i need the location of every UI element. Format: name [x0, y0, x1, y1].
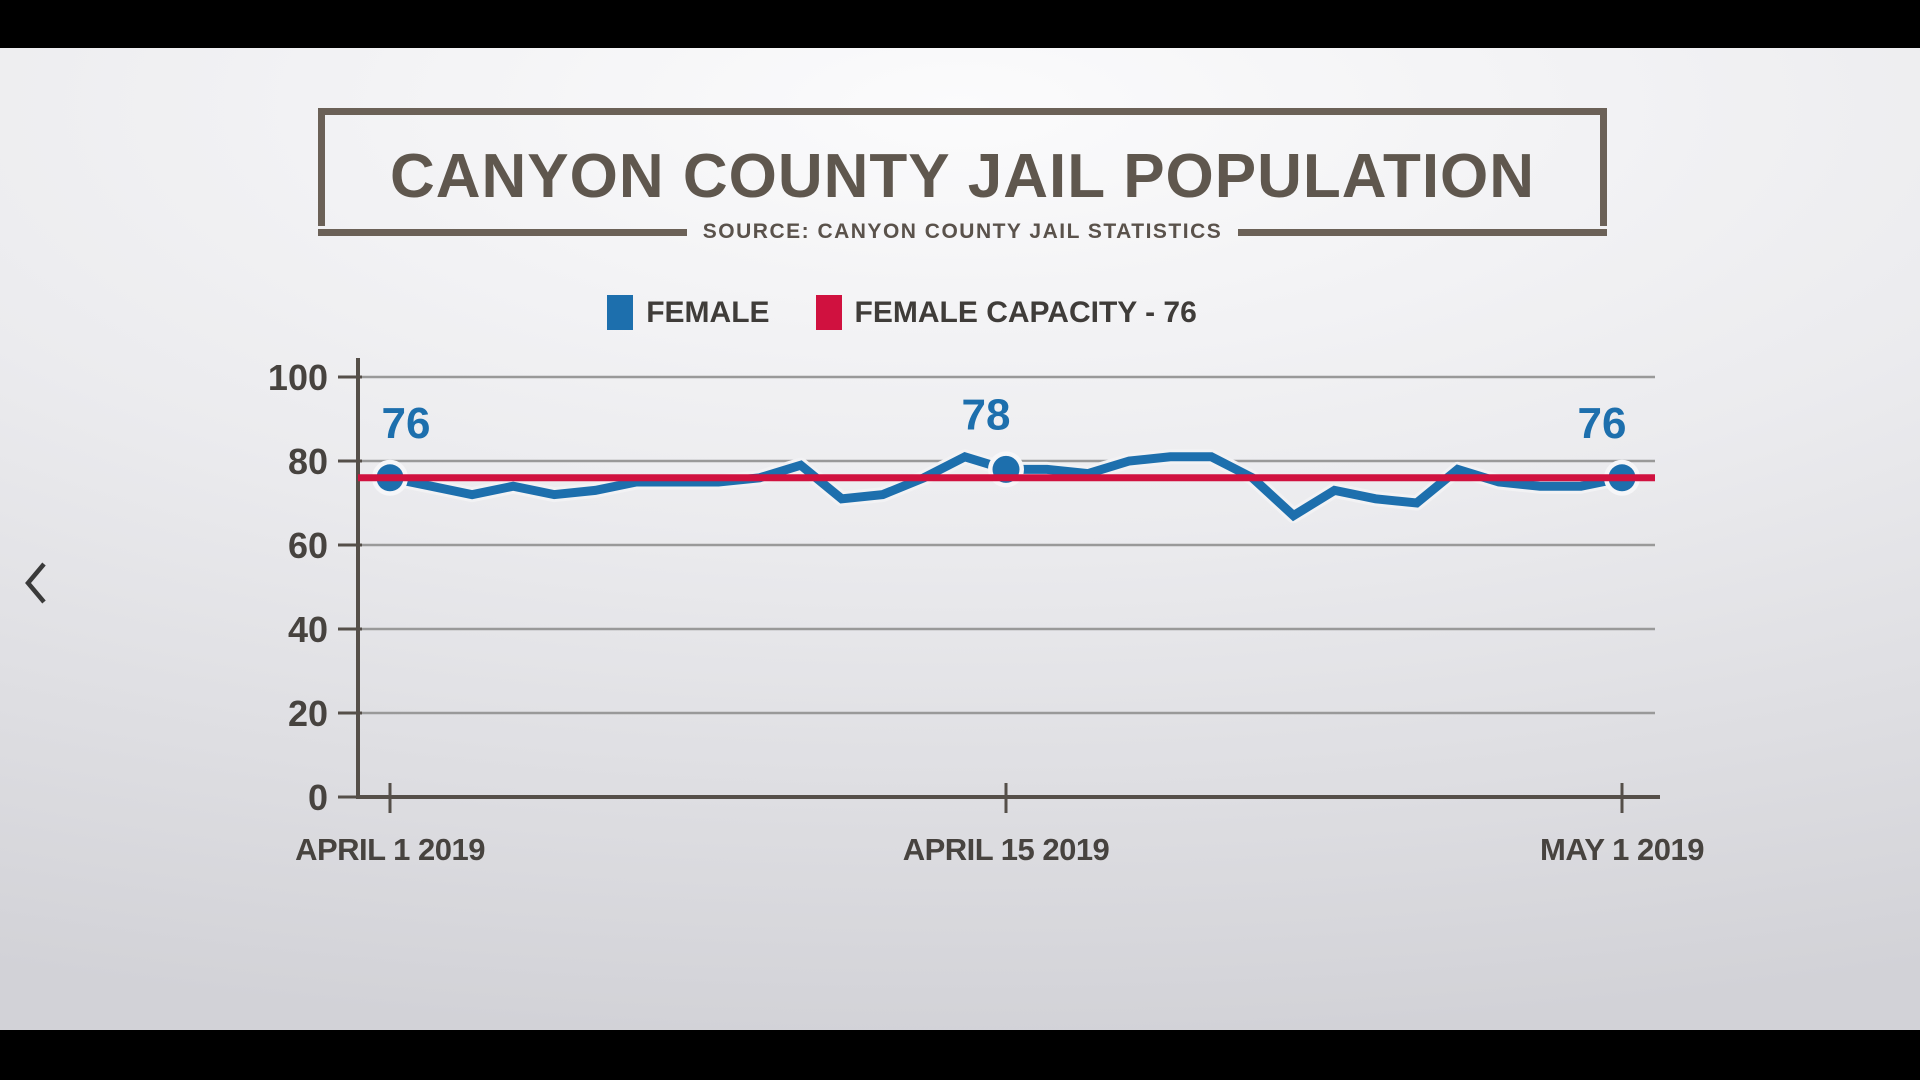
letterbox-bottom-bar [0, 1030, 1920, 1080]
y-tick-label-0: 0 [308, 777, 328, 818]
source-rule-right [1238, 228, 1608, 236]
female-swatch-icon [607, 295, 634, 330]
source-row: SOURCE: CANYON COUNTY JAIL STATISTICS [318, 219, 1608, 245]
x-tick-label-30: MAY 1 2019 [1540, 832, 1704, 867]
data-point-label-15: 78 [962, 390, 1011, 439]
data-point-label-0: 76 [382, 399, 431, 448]
source-rule-left [318, 228, 687, 236]
page-title: CANYON COUNTY JAIL POPULATION [389, 142, 1536, 211]
x-tick-label-0: APRIL 1 2019 [295, 832, 485, 867]
chevron-left-icon [25, 562, 46, 604]
letterbox-top-bar [0, 0, 1920, 48]
y-tick-label-20: 20 [288, 693, 328, 734]
previous-slide-button[interactable] [20, 558, 50, 608]
legend-label-female: FEMALE [646, 295, 770, 329]
legend-item-capacity: FEMALE CAPACITY - 76 [815, 295, 1197, 330]
x-tick-label-15: APRIL 15 2019 [903, 832, 1110, 867]
chart-legend: FEMALE FEMALE CAPACITY - 76 [0, 295, 1862, 330]
legend-label-capacity: FEMALE CAPACITY - 76 [854, 295, 1197, 329]
data-point-label-30: 76 [1578, 399, 1627, 448]
source-label: SOURCE: CANYON COUNTY JAIL STATISTICS [702, 220, 1223, 243]
y-tick-label-40: 40 [288, 609, 328, 650]
y-tick-label-100: 100 [268, 357, 328, 398]
title-box: CANYON COUNTY JAIL POPULATION SOURCE: CA… [318, 108, 1608, 243]
y-tick-label-60: 60 [288, 525, 328, 566]
legend-item-female: FEMALE [607, 295, 770, 330]
capacity-swatch-icon [815, 295, 842, 330]
y-tick-label-80: 80 [288, 441, 328, 482]
